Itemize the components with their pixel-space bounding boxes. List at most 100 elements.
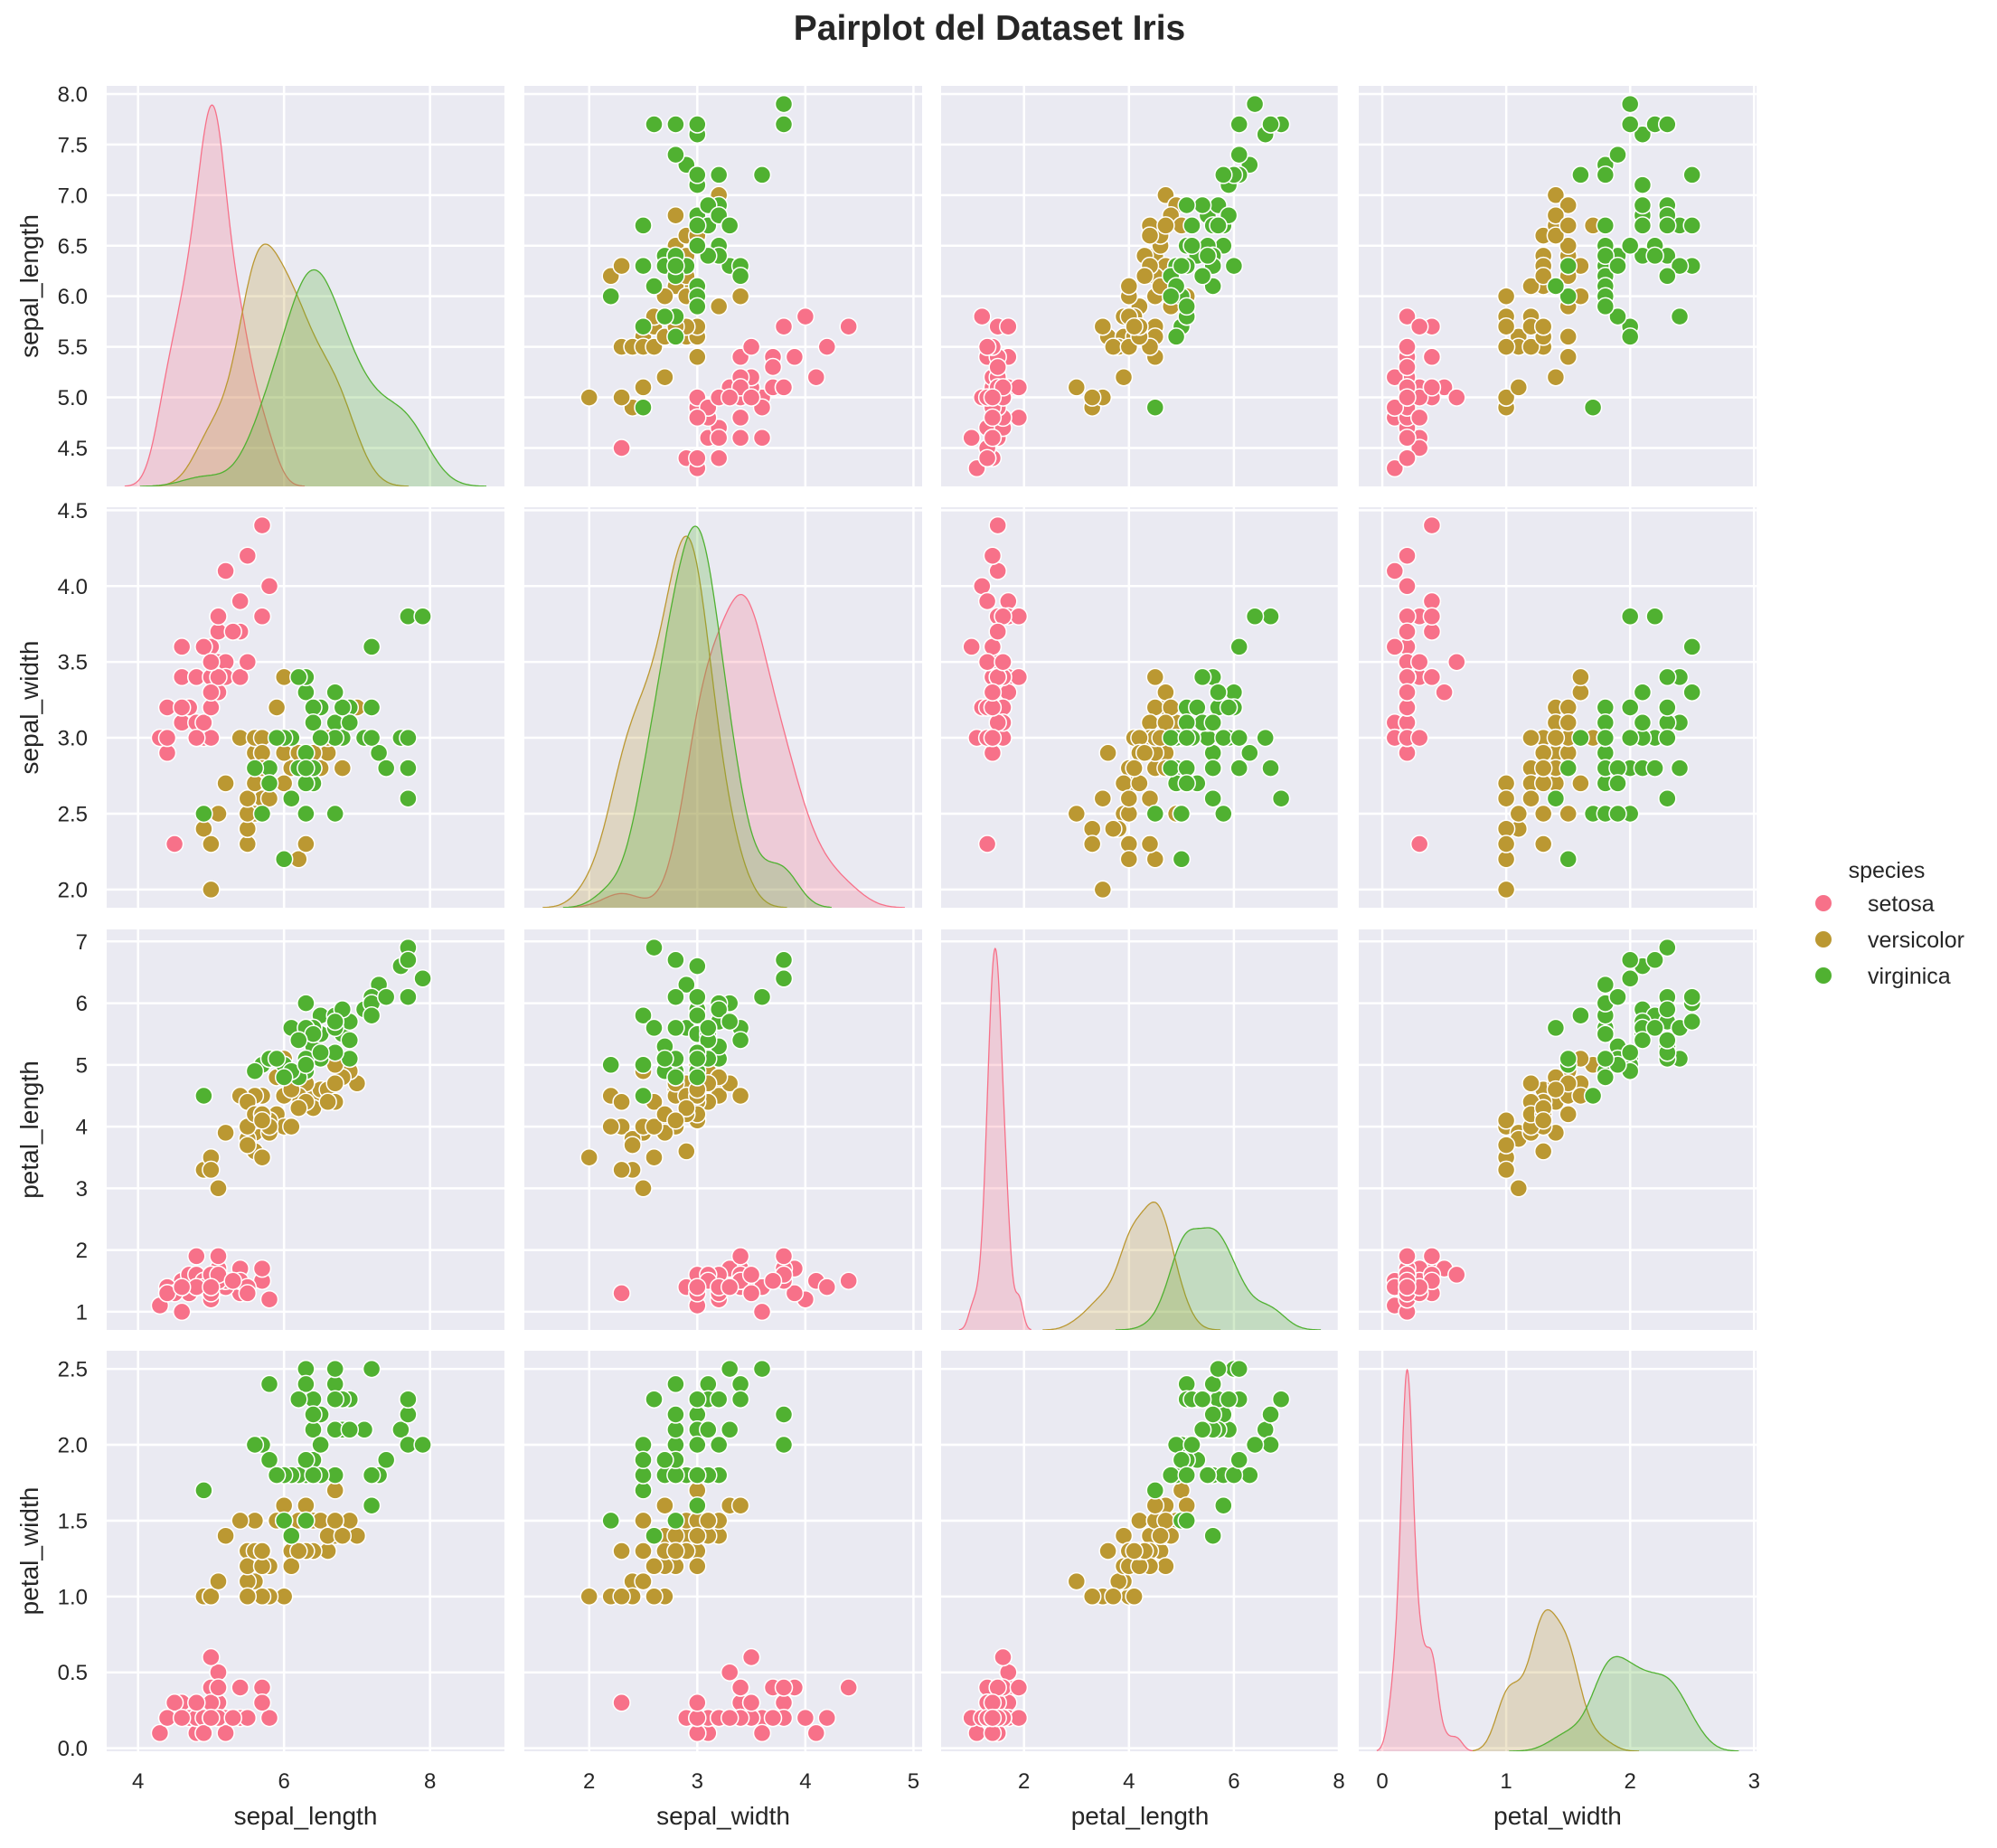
y-tick-label: 7.0 <box>58 184 88 208</box>
scatter-point-versicolor <box>1559 216 1578 235</box>
scatter-point-versicolor <box>655 1495 674 1515</box>
scatter-point-versicolor <box>677 1098 696 1117</box>
scatter-point-versicolor <box>1559 804 1578 824</box>
scatter-point-virginica <box>245 1061 265 1080</box>
scatter-point-setosa <box>223 622 242 641</box>
y-tick-label: 2.5 <box>58 1358 88 1382</box>
scatter-point-virginica <box>274 1511 294 1531</box>
scatter-point-virginica <box>289 667 308 687</box>
scatter-point-virginica <box>666 1068 685 1087</box>
scatter-point-virginica <box>1261 115 1280 134</box>
panel-marks <box>124 104 486 486</box>
scatter-point-virginica <box>774 115 794 134</box>
scatter-point-versicolor <box>612 1542 631 1560</box>
scatter-point-setosa <box>1398 429 1417 448</box>
scatter-point-versicolor <box>1114 367 1134 387</box>
scatter-point-virginica <box>1620 327 1640 346</box>
scatter-point-setosa <box>973 306 992 326</box>
scatter-point-setosa <box>1435 683 1454 702</box>
legend-label-virginica: virginica <box>1868 964 1951 989</box>
scatter-point-virginica <box>1633 195 1653 215</box>
kde-fill-versicolor <box>542 536 787 908</box>
x-tick-label: 4 <box>799 1769 811 1794</box>
scatter-point-setosa <box>817 1708 837 1728</box>
scatter-point-virginica <box>1608 774 1627 793</box>
scatter-point-virginica <box>720 1012 739 1032</box>
kde-line-setosa <box>958 948 1031 1330</box>
scatter-point-virginica <box>340 713 360 732</box>
scatter-point-setosa <box>988 515 1007 535</box>
scatter-point-virginica <box>245 1435 265 1455</box>
panel-marks <box>150 515 432 900</box>
scatter-point-virginica <box>1229 637 1248 656</box>
scatter-point-setosa <box>1009 607 1029 627</box>
scatter-point-virginica <box>1583 398 1603 417</box>
scatter-point-virginica <box>259 774 279 793</box>
scatter-point-setosa <box>839 1678 858 1697</box>
scatter-point-versicolor <box>677 1142 696 1161</box>
scatter-point-setosa <box>720 1708 739 1728</box>
scatter-point-setosa <box>1447 652 1466 672</box>
scatter-point-setosa <box>612 438 631 457</box>
scatter-point-setosa <box>259 577 279 596</box>
scatter-point-virginica <box>1229 728 1248 748</box>
scatter-point-versicolor <box>202 1160 221 1180</box>
kde-fill-virginica <box>562 526 832 908</box>
scatter-point-setosa <box>983 728 1003 748</box>
kde-fill-setosa <box>1376 1370 1475 1751</box>
scatter-point-setosa <box>983 683 1003 702</box>
y-tick-label: 3.0 <box>58 727 88 751</box>
scatter-point-virginica <box>1166 327 1186 346</box>
scatter-point-virginica <box>688 165 707 184</box>
y-tick-label: 7.5 <box>58 133 88 157</box>
scatter-point-virginica <box>1161 759 1181 778</box>
y-tick-label: 1.0 <box>58 1585 88 1609</box>
scatter-point-setosa <box>172 698 192 717</box>
scatter-point-virginica <box>1596 728 1615 748</box>
scatter-point-virginica <box>666 1405 685 1424</box>
scatter-point-setosa <box>1422 347 1442 367</box>
scatter-point-virginica <box>1214 1495 1233 1515</box>
scatter-point-virginica <box>688 1049 707 1069</box>
scatter-point-setosa <box>1409 728 1429 748</box>
scatter-point-virginica <box>1658 938 1677 957</box>
scatter-point-virginica <box>297 759 316 778</box>
scatter-point-setosa <box>1422 667 1442 687</box>
scatter-point-versicolor <box>1140 834 1160 853</box>
legend-marker-virginica <box>1815 967 1832 984</box>
scatter-point-virginica <box>274 1068 294 1087</box>
scatter-point-virginica <box>1596 975 1615 995</box>
scatter-point-versicolor <box>1533 1142 1553 1161</box>
scatter-point-versicolor <box>1496 788 1516 808</box>
scatter-point-setosa <box>1398 357 1417 377</box>
scatter-point-virginica <box>399 728 418 748</box>
kde-fill-versicolor <box>1472 1609 1639 1751</box>
scatter-point-setosa <box>730 1247 750 1266</box>
scatter-point-virginica <box>1620 950 1640 970</box>
scatter-point-versicolor <box>612 388 631 407</box>
scatter-point-virginica <box>688 1005 707 1025</box>
scatter-point-virginica <box>1571 165 1590 184</box>
scatter-point-virginica <box>1682 987 1701 1006</box>
scatter-point-setosa <box>1398 388 1417 407</box>
scatter-point-versicolor <box>579 1587 598 1607</box>
scatter-point-versicolor <box>1151 1526 1170 1545</box>
scatter-point-virginica <box>1620 94 1640 114</box>
scatter-point-virginica <box>1658 698 1677 717</box>
scatter-point-versicolor <box>1571 667 1590 687</box>
scatter-point-virginica <box>1658 267 1677 286</box>
scatter-point-setosa <box>988 622 1007 641</box>
scatter-point-versicolor <box>688 1526 707 1545</box>
scatter-point-virginica <box>362 1359 382 1379</box>
legend: species setosa versicolor virginica <box>1815 858 1964 989</box>
panel-background <box>941 929 1339 1330</box>
scatter-point-virginica <box>634 1005 653 1025</box>
scatter-point-setosa <box>977 834 997 853</box>
scatter-point-setosa <box>709 448 729 467</box>
scatter-point-virginica <box>752 165 772 184</box>
scatter-point-virginica <box>297 1374 316 1394</box>
scatter-point-setosa <box>688 1278 707 1296</box>
scatter-point-versicolor <box>1130 1511 1149 1531</box>
scatter-point-versicolor <box>1119 850 1139 869</box>
scatter-point-virginica <box>634 1086 653 1106</box>
